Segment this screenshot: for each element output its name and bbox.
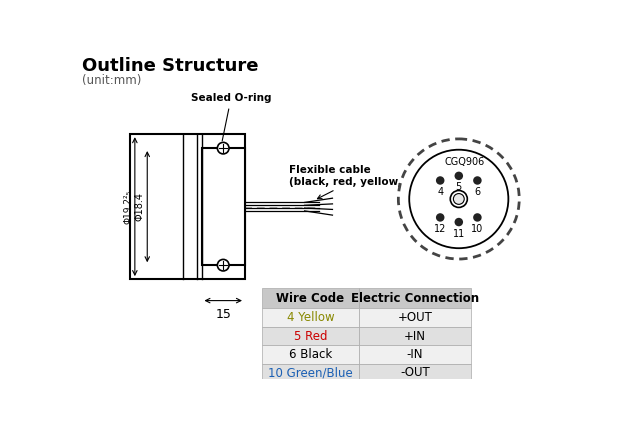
- Bar: [359, 288, 471, 308]
- Text: 4: 4: [437, 187, 443, 197]
- Circle shape: [218, 142, 229, 154]
- Bar: [202, 148, 245, 265]
- Circle shape: [218, 259, 229, 271]
- Circle shape: [399, 139, 520, 259]
- Circle shape: [436, 213, 445, 222]
- Text: -IN: -IN: [407, 348, 423, 361]
- Circle shape: [473, 176, 482, 185]
- Text: 6 Black: 6 Black: [289, 348, 332, 361]
- Bar: [262, 345, 359, 364]
- Text: Φ18.4: Φ18.4: [135, 192, 145, 221]
- Text: Φ19.2²₅: Φ19.2²₅: [123, 190, 133, 224]
- Bar: [262, 364, 359, 382]
- Circle shape: [454, 218, 463, 226]
- Circle shape: [453, 193, 464, 204]
- Text: Electric Connection: Electric Connection: [351, 292, 479, 305]
- Text: 11: 11: [453, 229, 465, 239]
- Text: CGQ906: CGQ906: [445, 157, 485, 167]
- Circle shape: [473, 213, 482, 222]
- Text: +OUT: +OUT: [397, 311, 433, 324]
- Text: 5: 5: [456, 182, 462, 193]
- Text: 12: 12: [434, 224, 446, 234]
- Bar: [262, 327, 359, 345]
- Text: +IN: +IN: [404, 330, 426, 343]
- Bar: [262, 288, 359, 308]
- Text: 6: 6: [474, 187, 480, 197]
- Text: -OUT: -OUT: [400, 366, 430, 380]
- Text: 5 Red: 5 Red: [294, 330, 327, 343]
- Circle shape: [450, 190, 467, 207]
- Text: (unit:mm): (unit:mm): [82, 74, 141, 87]
- Text: Flexible cable
(black, red, yellow, blue): Flexible cable (black, red, yellow, blue…: [289, 165, 436, 199]
- Text: 10 Green/Blue: 10 Green/Blue: [268, 366, 353, 380]
- Circle shape: [436, 176, 445, 185]
- Text: Sealed O-ring: Sealed O-ring: [191, 93, 271, 141]
- Circle shape: [409, 150, 508, 248]
- Bar: [359, 364, 471, 382]
- Bar: [262, 308, 359, 327]
- Bar: [359, 308, 471, 327]
- Text: 15: 15: [215, 308, 231, 321]
- Bar: [359, 345, 471, 364]
- Text: 10: 10: [471, 224, 484, 234]
- Bar: [359, 327, 471, 345]
- Text: Outline Structure: Outline Structure: [82, 57, 259, 75]
- Bar: [130, 134, 245, 279]
- Circle shape: [454, 172, 463, 180]
- Text: 4 Yellow: 4 Yellow: [286, 311, 334, 324]
- Text: Wire Code: Wire Code: [277, 292, 345, 305]
